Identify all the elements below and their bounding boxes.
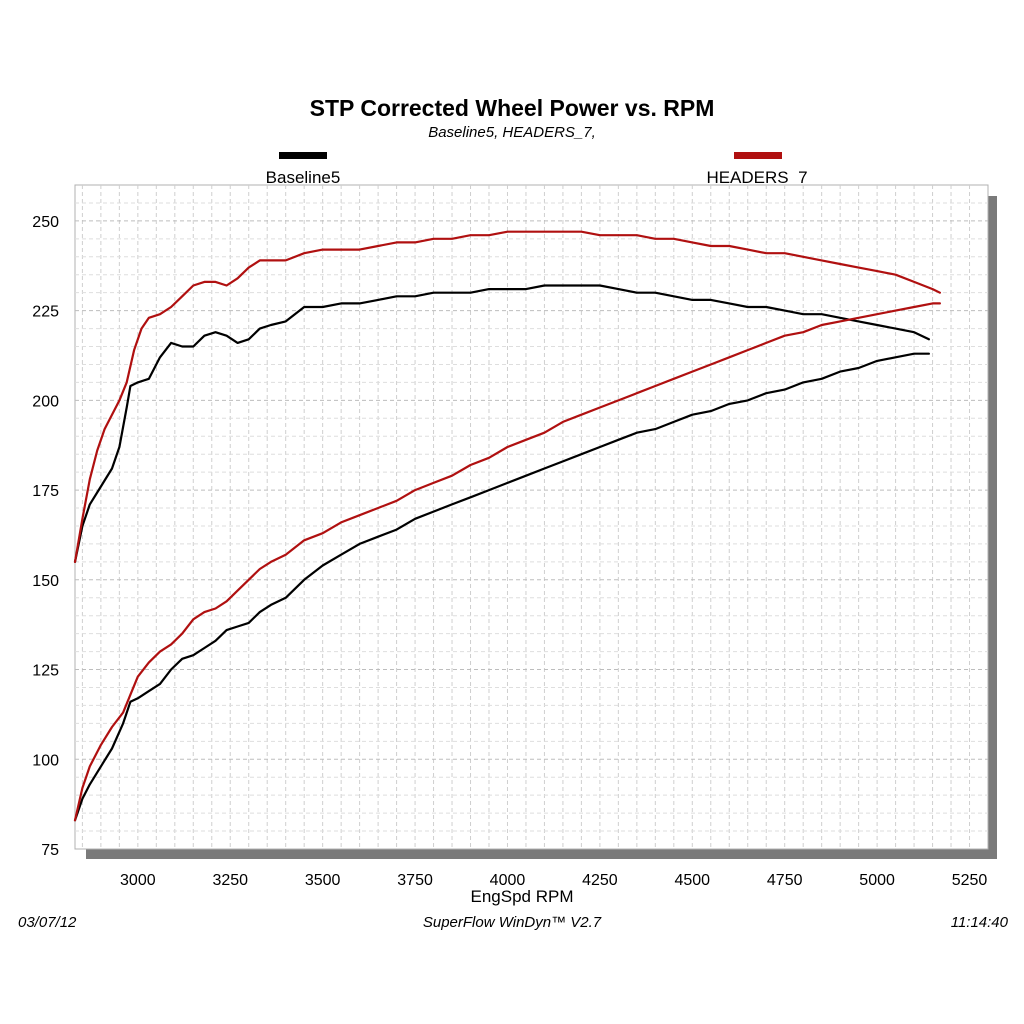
chart-subtitle: Baseline5, HEADERS_7,: [428, 124, 596, 141]
legend: Baseline5 HEADERS_7: [266, 152, 808, 187]
x-tick-label: 3500: [305, 872, 341, 889]
legend-swatch-baseline5: [279, 152, 327, 159]
plot-area: [74, 184, 989, 850]
legend-swatch-headers7: [734, 152, 782, 159]
x-tick-label: 5250: [952, 872, 988, 889]
x-tick-label: 3250: [212, 872, 248, 889]
x-tick-label: 4750: [767, 872, 803, 889]
series-line-baseline5-power: [73, 284, 930, 563]
x-tick-label: 5000: [859, 872, 895, 889]
y-tick-label: 100: [32, 752, 59, 769]
legend-label-headers7: HEADERS_7: [706, 168, 807, 187]
x-tick-label: 4500: [674, 872, 710, 889]
grid: [75, 185, 988, 849]
y-tick-label: 175: [32, 483, 59, 500]
y-tick-label: 200: [32, 393, 59, 410]
footer-date: 03/07/12: [18, 914, 77, 931]
x-axis-label: EngSpd RPM: [471, 887, 574, 906]
x-axis-ticks: 3000 3250 3500 3750 4000 4250 4500 4750 5000 5250: [120, 872, 987, 889]
footer-time: 11:14:40: [951, 914, 1009, 931]
series-line-headers-7-power: [73, 230, 941, 563]
y-tick-label: 150: [32, 573, 59, 590]
y-tick-label: 250: [32, 214, 59, 231]
y-tick-label: 125: [32, 663, 59, 680]
x-tick-label: 4000: [490, 872, 526, 889]
y-tick-label: 225: [32, 304, 59, 321]
series-layer: [73, 230, 941, 822]
x-tick-label: 3750: [397, 872, 433, 889]
series-line-headers-7-torque: [73, 302, 941, 822]
y-axis-ticks: 75 100 125 150 175 200 225 250: [32, 214, 59, 859]
y-tick-label: 75: [41, 842, 59, 859]
legend-label-baseline5: Baseline5: [266, 168, 341, 187]
series-line-baseline5-torque: [73, 352, 930, 822]
x-tick-label: 4250: [582, 872, 618, 889]
footer-software: SuperFlow WinDyn™ V2.7: [423, 914, 602, 931]
chart-title: STP Corrected Wheel Power vs. RPM: [310, 95, 715, 121]
x-tick-label: 3000: [120, 872, 156, 889]
